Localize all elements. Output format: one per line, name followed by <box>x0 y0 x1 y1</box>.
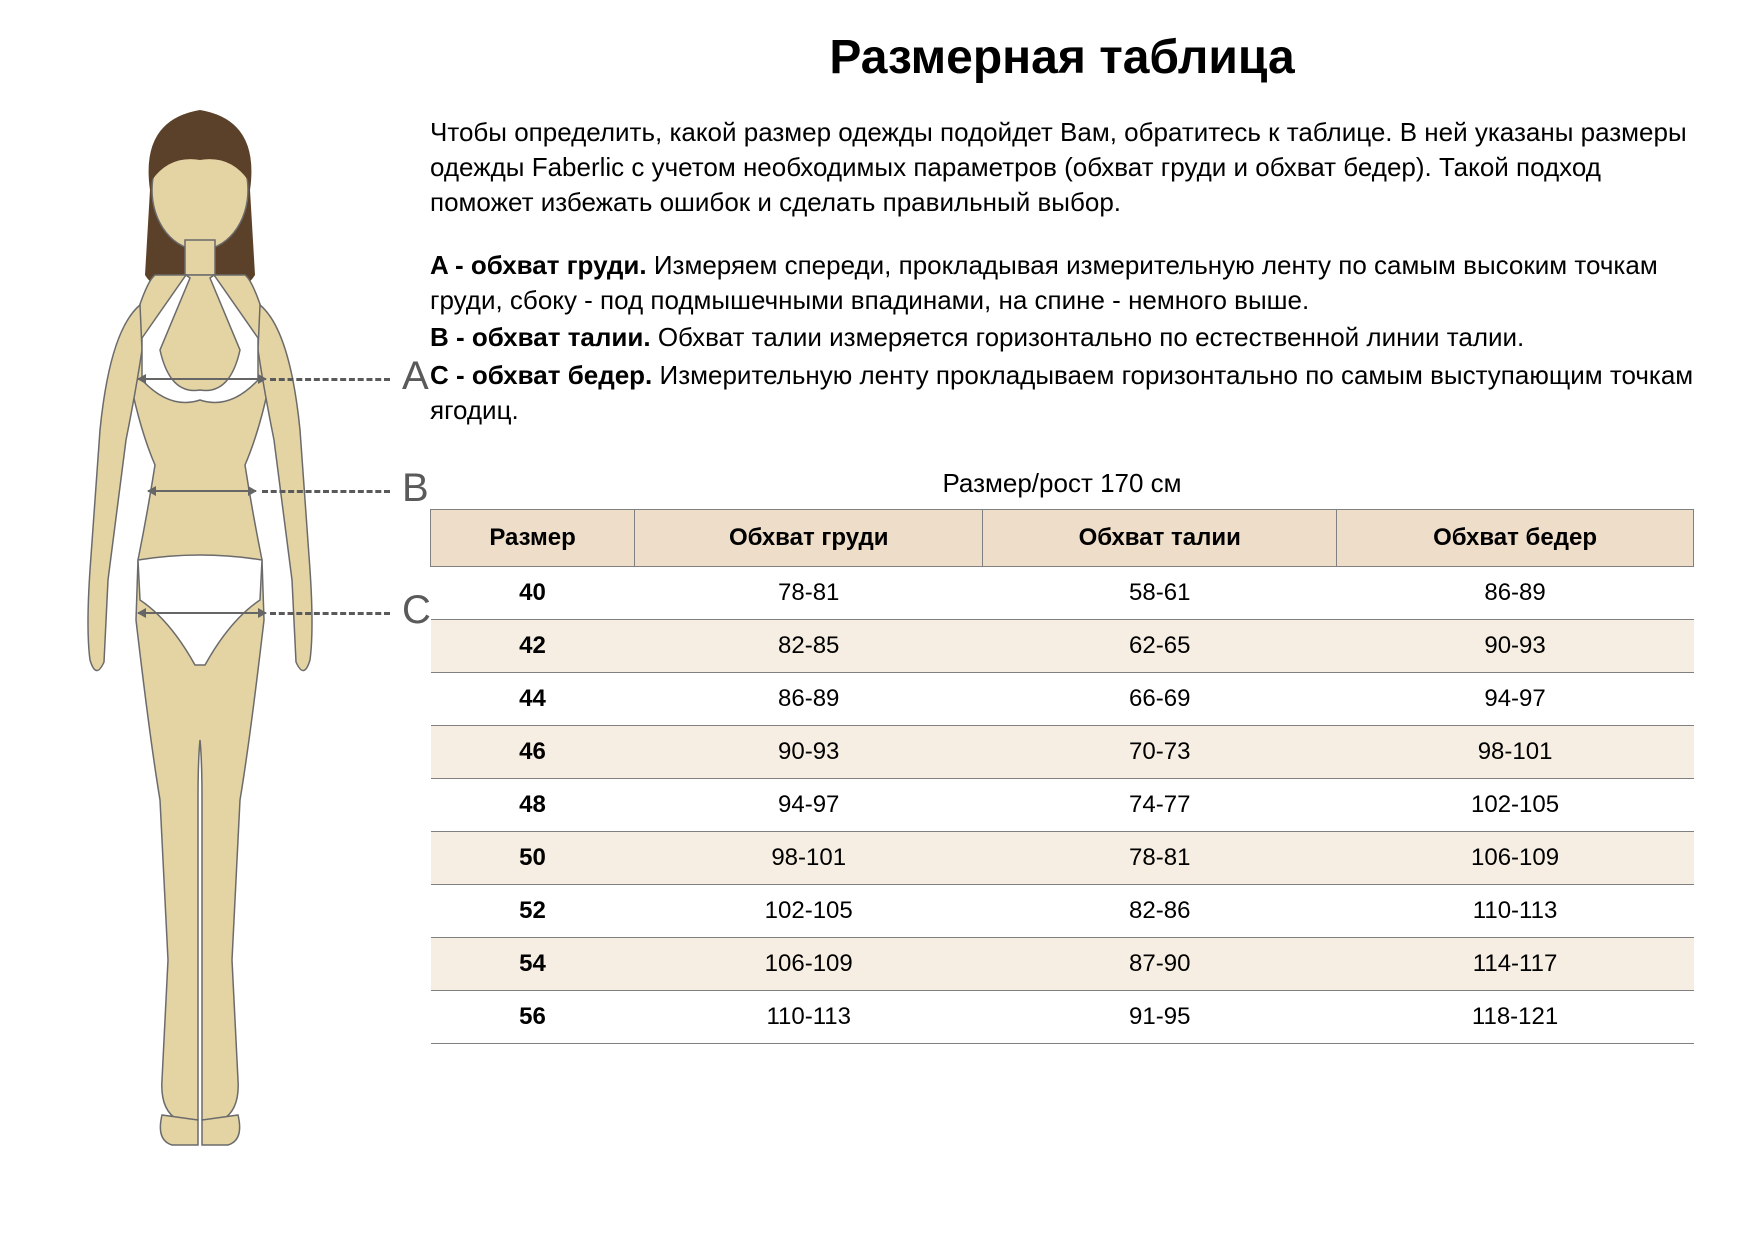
table-row: 4486-8966-6994-97 <box>431 672 1694 725</box>
table-cell: 66-69 <box>983 672 1337 725</box>
table-cell: 110-113 <box>1337 884 1694 937</box>
table-header: Размер <box>431 509 635 566</box>
definition-b-label: B - обхват талии. <box>430 322 651 352</box>
table-cell: 98-101 <box>1337 725 1694 778</box>
table-cell: 42 <box>431 619 635 672</box>
table-row: 4078-8158-6186-89 <box>431 566 1694 619</box>
marker-line-a <box>270 378 390 381</box>
content-column: Размерная таблица Чтобы определить, како… <box>430 0 1754 1241</box>
marker-line-c <box>270 612 390 615</box>
table-cell: 78-81 <box>635 566 983 619</box>
table-cell: 46 <box>431 725 635 778</box>
table-header-row: Размер Обхват груди Обхват талии Обхват … <box>431 509 1694 566</box>
table-cell: 58-61 <box>983 566 1337 619</box>
table-row: 54106-10987-90114-117 <box>431 937 1694 990</box>
table-cell: 56 <box>431 990 635 1043</box>
intro-text: Чтобы определить, какой размер одежды по… <box>430 115 1694 220</box>
table-cell: 94-97 <box>1337 672 1694 725</box>
marker-label-c: C <box>402 588 431 633</box>
table-cell: 40 <box>431 566 635 619</box>
table-header: Обхват бедер <box>1337 509 1694 566</box>
definitions-block: A - обхват груди. Измеряем спереди, прок… <box>430 248 1694 427</box>
table-cell: 62-65 <box>983 619 1337 672</box>
marker-label-a: A <box>402 354 429 399</box>
table-cell: 82-85 <box>635 619 983 672</box>
table-cell: 52 <box>431 884 635 937</box>
table-header: Обхват груди <box>635 509 983 566</box>
table-cell: 48 <box>431 778 635 831</box>
table-cell: 102-105 <box>1337 778 1694 831</box>
table-cell: 87-90 <box>983 937 1337 990</box>
table-cell: 110-113 <box>635 990 983 1043</box>
table-cell: 78-81 <box>983 831 1337 884</box>
table-row: 52102-10582-86110-113 <box>431 884 1694 937</box>
definition-b: B - обхват талии. Обхват талии измеряетс… <box>430 320 1694 355</box>
table-cell: 86-89 <box>1337 566 1694 619</box>
table-cell: 74-77 <box>983 778 1337 831</box>
definition-a-label: A - обхват груди. <box>430 250 647 280</box>
table-cell: 50 <box>431 831 635 884</box>
table-row: 4894-9774-77102-105 <box>431 778 1694 831</box>
bust-arrow-icon <box>138 378 266 380</box>
table-cell: 86-89 <box>635 672 983 725</box>
table-cell: 54 <box>431 937 635 990</box>
definition-c-label: C - обхват бедер. <box>430 360 652 390</box>
marker-line-b <box>262 490 390 493</box>
waist-arrow-icon <box>148 490 256 492</box>
marker-label-b: B <box>402 466 429 511</box>
definition-b-text: Обхват талии измеряется горизонтально по… <box>651 322 1525 352</box>
table-cell: 118-121 <box>1337 990 1694 1043</box>
table-row: 56110-11391-95118-121 <box>431 990 1694 1043</box>
table-cell: 70-73 <box>983 725 1337 778</box>
figure-column: A B C <box>0 0 430 1241</box>
table-cell: 114-117 <box>1337 937 1694 990</box>
body-figure-icon <box>60 100 340 1160</box>
hip-arrow-icon <box>138 612 266 614</box>
table-cell: 44 <box>431 672 635 725</box>
table-row: 4282-8562-6590-93 <box>431 619 1694 672</box>
size-table: Размер Обхват груди Обхват талии Обхват … <box>430 509 1694 1044</box>
table-cell: 91-95 <box>983 990 1337 1043</box>
definition-c: C - обхват бедер. Измерительную ленту пр… <box>430 358 1694 428</box>
table-cell: 98-101 <box>635 831 983 884</box>
table-header: Обхват талии <box>983 509 1337 566</box>
table-cell: 102-105 <box>635 884 983 937</box>
table-caption: Размер/рост 170 см <box>430 468 1694 499</box>
table-cell: 90-93 <box>1337 619 1694 672</box>
table-row: 5098-10178-81106-109 <box>431 831 1694 884</box>
table-cell: 106-109 <box>1337 831 1694 884</box>
table-row: 4690-9370-7398-101 <box>431 725 1694 778</box>
page-title: Размерная таблица <box>430 30 1694 85</box>
table-cell: 94-97 <box>635 778 983 831</box>
table-cell: 82-86 <box>983 884 1337 937</box>
definition-a: A - обхват груди. Измеряем спереди, прок… <box>430 248 1694 318</box>
table-cell: 90-93 <box>635 725 983 778</box>
table-cell: 106-109 <box>635 937 983 990</box>
